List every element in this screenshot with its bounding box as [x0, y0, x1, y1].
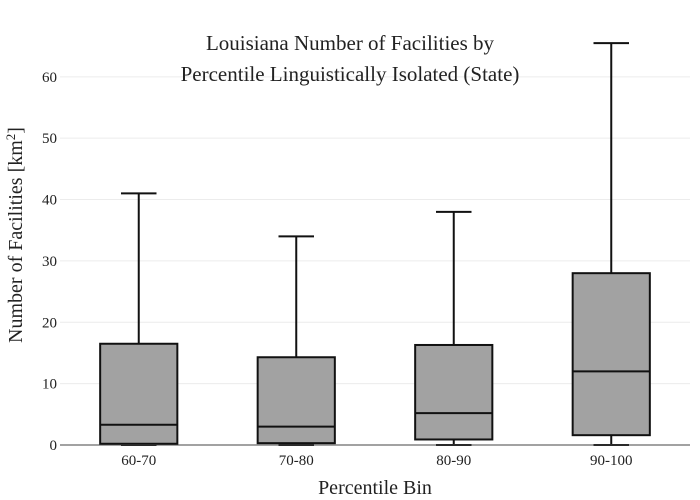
- y-tick-label: 40: [42, 193, 57, 209]
- y-axis-label: Number of Facilities [km2]: [3, 127, 28, 343]
- x-tick-label: 70-80: [279, 453, 314, 469]
- y-axis-label-main: Number of Facilities [km: [5, 140, 27, 343]
- box-group: [99, 192, 179, 446]
- box-series: [99, 42, 651, 446]
- y-tick-label: 60: [42, 70, 57, 86]
- box-iqr: [414, 343, 494, 441]
- box-group: [256, 235, 336, 446]
- chart-title-line-1: Louisiana Number of Facilities by: [206, 31, 495, 55]
- box-group: [414, 210, 494, 446]
- chart-title-line-2: Percentile Linguistically Isolated (Stat…: [181, 62, 520, 86]
- x-tick-labels: 60-70 70-80 80-90 90-100: [121, 453, 632, 469]
- box-iqr: [571, 272, 651, 437]
- x-tick-label: 60-70: [121, 453, 156, 469]
- x-tick-label: 80-90: [436, 453, 471, 469]
- x-axis-label: Percentile Bin: [318, 477, 432, 499]
- y-tick-label: 10: [42, 377, 57, 393]
- x-tick-label: 90-100: [590, 453, 633, 469]
- y-tick-labels: 0 10 20 30 40 50 60: [42, 70, 57, 454]
- box-group: [571, 42, 651, 446]
- box-iqr: [99, 342, 179, 445]
- y-axis-label-end: ]: [5, 127, 27, 134]
- y-axis-label-superscript: 2: [3, 134, 18, 141]
- y-tick-label: 20: [42, 315, 57, 331]
- box-iqr: [256, 356, 336, 445]
- y-tick-label: 0: [50, 438, 58, 454]
- y-tick-label: 30: [42, 254, 57, 270]
- y-tick-label: 50: [42, 131, 57, 147]
